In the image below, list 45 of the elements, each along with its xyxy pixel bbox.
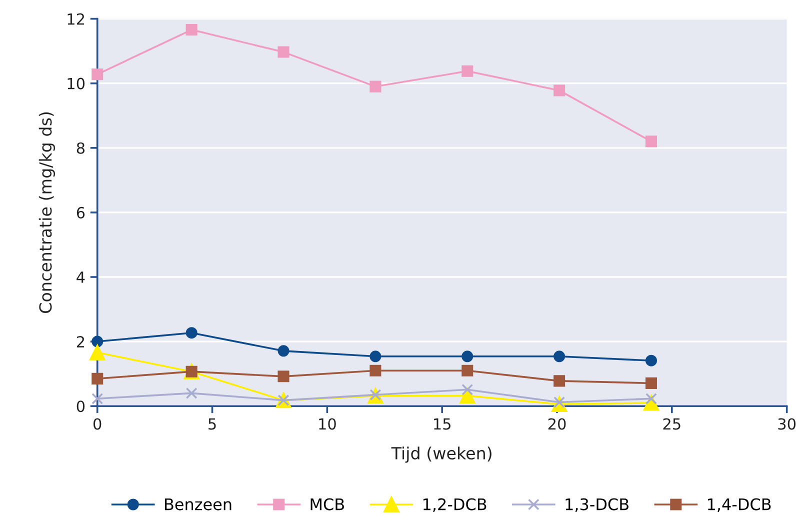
- point: [370, 350, 382, 362]
- x-tick-label: 30: [778, 418, 796, 430]
- point: [645, 377, 657, 389]
- y-tick-label: 6: [76, 206, 85, 218]
- y-axis-title: Concentratie (mg/kg ds): [38, 112, 55, 313]
- point: [370, 364, 382, 376]
- point: [92, 336, 104, 348]
- point: [460, 388, 476, 404]
- y-tick-label: 2: [76, 336, 84, 348]
- x-axis-title: Tijd (weken): [391, 446, 492, 463]
- point: [186, 24, 198, 36]
- legend-label: 1,3-DCB: [566, 498, 628, 512]
- x-tick-label: 25: [663, 418, 680, 430]
- legend-label: MCB: [310, 498, 344, 510]
- point: [278, 345, 290, 357]
- point: [645, 354, 657, 366]
- point: [554, 84, 566, 96]
- legend-label: Benzeen: [165, 498, 232, 510]
- point: [92, 392, 104, 404]
- x-tick-label: 5: [208, 418, 216, 430]
- point: [92, 372, 104, 384]
- point: [186, 327, 198, 339]
- point: [645, 136, 657, 148]
- point: [462, 65, 474, 77]
- x-tick-label: 0: [94, 418, 102, 430]
- point: [554, 350, 566, 362]
- point: [92, 68, 104, 80]
- x-tick-label: 10: [319, 418, 336, 430]
- point: [186, 387, 198, 399]
- y-tick-label: 0: [76, 400, 85, 412]
- point: [370, 80, 382, 92]
- point: [462, 364, 474, 376]
- y-tick-label: 12: [68, 13, 84, 25]
- point: [278, 46, 290, 58]
- x-tick-label: 20: [548, 418, 566, 430]
- y-tick-label: 4: [76, 272, 85, 283]
- y-tick-label: 10: [68, 78, 85, 90]
- x-tick-label: 15: [434, 418, 450, 430]
- point: [90, 344, 106, 360]
- legend-label: 1,2-DCB: [424, 498, 486, 512]
- point: [278, 370, 290, 382]
- point: [554, 375, 566, 387]
- point: [462, 350, 474, 362]
- y-tick-label: 8: [76, 142, 85, 154]
- legend-label: 1,4-DCB: [708, 498, 771, 512]
